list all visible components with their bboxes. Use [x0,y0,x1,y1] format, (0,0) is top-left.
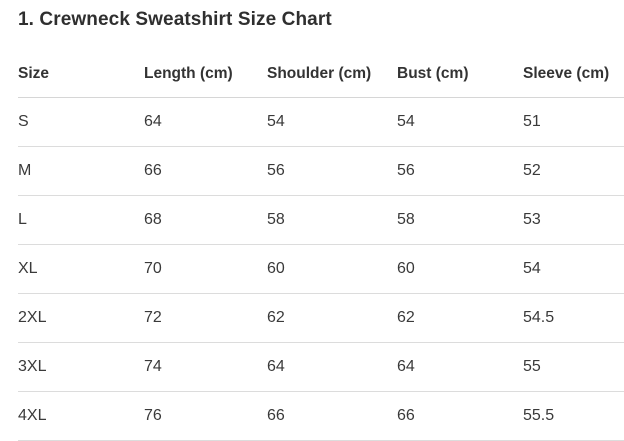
table-cell-shoulder_cm: 64 [267,342,397,392]
column-header: Length (cm) [144,50,267,98]
table-cell-length_cm: 72 [144,293,267,343]
table-cell-bust_cm: 62 [397,293,523,343]
table-cell-size: L [18,195,144,245]
table-cell-bust_cm: 60 [397,244,523,294]
column-header: Sleeve (cm) [523,50,624,98]
table-cell-length_cm: 66 [144,146,267,196]
table-cell-sleeve_cm: 51 [523,97,624,147]
table-cell-size: M [18,146,144,196]
table-cell-length_cm: 68 [144,195,267,245]
table-cell-size: S [18,97,144,147]
header-row: Size Length (cm) Shoulder (cm) Bust (cm) Sle… [18,50,624,98]
table-cell-sleeve_cm: 55 [523,342,624,392]
table-cell-shoulder_cm: 60 [267,244,397,294]
table-cell-bust_cm: 64 [397,342,523,392]
table-cell-sleeve_cm: 54 [523,244,624,294]
size-chart-body: S 64 54 54 51 M 66 56 56 52 L 68 58 58 53 XL 70 60 60 54 2XL… [18,97,624,441]
table-cell-size: 2XL [18,293,144,343]
table-row: 2XL 72 62 62 54.5 [18,293,624,343]
column-header: Bust (cm) [397,50,523,98]
table-cell-shoulder_cm: 66 [267,391,397,441]
table-cell-sleeve_cm: 52 [523,146,624,196]
table-cell-shoulder_cm: 54 [267,97,397,147]
column-header: Size [18,50,144,98]
table-row: 4XL 76 66 66 55.5 [18,391,624,441]
page-title: 1. Crewneck Sweatshirt Size Chart [18,9,332,30]
table-row: M 66 56 56 52 [18,146,624,196]
table-cell-size: 3XL [18,342,144,392]
table-cell-bust_cm: 54 [397,97,523,147]
table-cell-length_cm: 74 [144,342,267,392]
size-chart-table: Size Length (cm) Shoulder (cm) Bust (cm) Sle… [18,50,624,441]
table-row: XL 70 60 60 54 [18,244,624,294]
table-cell-bust_cm: 58 [397,195,523,245]
table-row: 3XL 74 64 64 55 [18,342,624,392]
column-header: Shoulder (cm) [267,50,397,98]
table-cell-shoulder_cm: 56 [267,146,397,196]
table-cell-length_cm: 64 [144,97,267,147]
table-cell-sleeve_cm: 55.5 [523,391,624,441]
size-chart-header: Size Length (cm) Shoulder (cm) Bust (cm) Sle… [18,50,624,98]
table-cell-sleeve_cm: 53 [523,195,624,245]
table-cell-shoulder_cm: 62 [267,293,397,343]
table-cell-sleeve_cm: 54.5 [523,293,624,343]
table-cell-bust_cm: 66 [397,391,523,441]
table-cell-length_cm: 70 [144,244,267,294]
table-row: L 68 58 58 53 [18,195,624,245]
table-cell-size: 4XL [18,391,144,441]
table-row: S 64 54 54 51 [18,97,624,147]
table-cell-shoulder_cm: 58 [267,195,397,245]
table-cell-size: XL [18,244,144,294]
table-cell-length_cm: 76 [144,391,267,441]
table-cell-bust_cm: 56 [397,146,523,196]
